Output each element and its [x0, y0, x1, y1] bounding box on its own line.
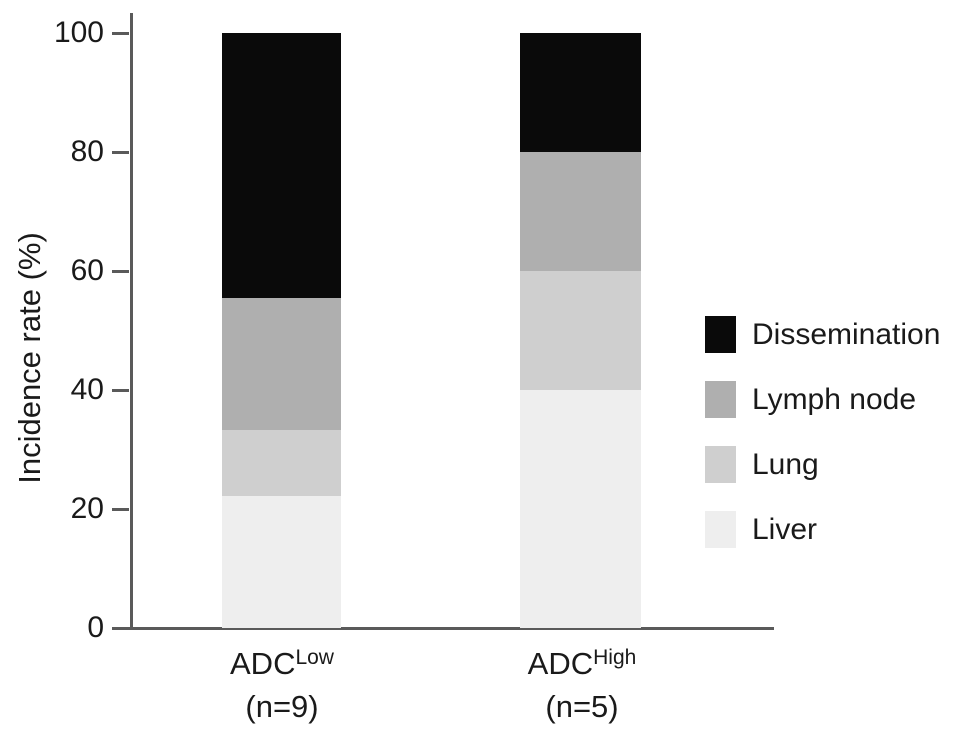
y-tick-label-100: 100: [53, 16, 104, 49]
segment-dissemination: [222, 33, 341, 298]
x-label-superscript: Low: [295, 646, 334, 669]
y-tick-label-0: 0: [87, 611, 104, 644]
x-axis-line: [119, 627, 774, 630]
y-axis-line: [130, 13, 133, 630]
x-label-superscript: High: [593, 646, 637, 669]
y-tick-mark-20: [112, 507, 129, 511]
y-tick-label-40: 40: [70, 373, 104, 406]
segment-lung: [222, 429, 341, 496]
x-label-base: ADC: [230, 646, 296, 681]
y-tick-mark-60: [112, 269, 129, 273]
bar-adc-high-n-5-: [520, 33, 641, 628]
x-label-base: ADC: [527, 646, 594, 681]
segment-liver: [222, 495, 341, 628]
legend-item-lung: Lung: [705, 446, 940, 483]
legend-swatch-icon: [705, 511, 736, 548]
legend-item-lymph-node: Lymph node: [705, 381, 940, 418]
legend-swatch-icon: [705, 381, 736, 418]
legend-label: Liver: [752, 512, 818, 546]
segment-liver: [520, 390, 641, 628]
y-tick-mark-40: [112, 388, 129, 392]
x-label-adc-low-line1: ADCLow: [162, 645, 402, 686]
segment-lymph-node: [520, 152, 641, 271]
x-label-adc-low: ADCLow (n=9): [162, 645, 402, 725]
y-tick-mark-100: [112, 31, 129, 35]
legend-label: Lymph node: [752, 382, 917, 416]
y-tick-label-80: 80: [70, 135, 104, 168]
segment-lymph-node: [222, 297, 341, 430]
x-label-n-count: (n=5): [545, 689, 619, 724]
x-label-n-count: (n=9): [245, 689, 319, 724]
y-tick-label-60: 60: [70, 254, 104, 287]
legend-label: Dissemination: [752, 317, 941, 351]
y-tick-mark-0: [112, 626, 129, 630]
segment-dissemination: [520, 33, 641, 152]
legend-swatch-icon: [705, 316, 736, 353]
legend-swatch-icon: [705, 446, 736, 483]
legend-item-dissemination: Dissemination: [705, 316, 940, 353]
segment-lung: [520, 271, 641, 390]
y-tick-label-20: 20: [70, 492, 104, 525]
x-label-adc-high-line1: ADCHigh: [462, 645, 702, 686]
x-label-adc-high: ADCHigh (n=5): [462, 645, 702, 725]
y-tick-mark-80: [112, 150, 129, 154]
bar-adc-low-n-9-: [222, 33, 341, 628]
legend-label: Lung: [752, 447, 819, 481]
legend: Dissemination Lymph node Lung Liver: [705, 316, 940, 576]
legend-item-liver: Liver: [705, 511, 940, 548]
